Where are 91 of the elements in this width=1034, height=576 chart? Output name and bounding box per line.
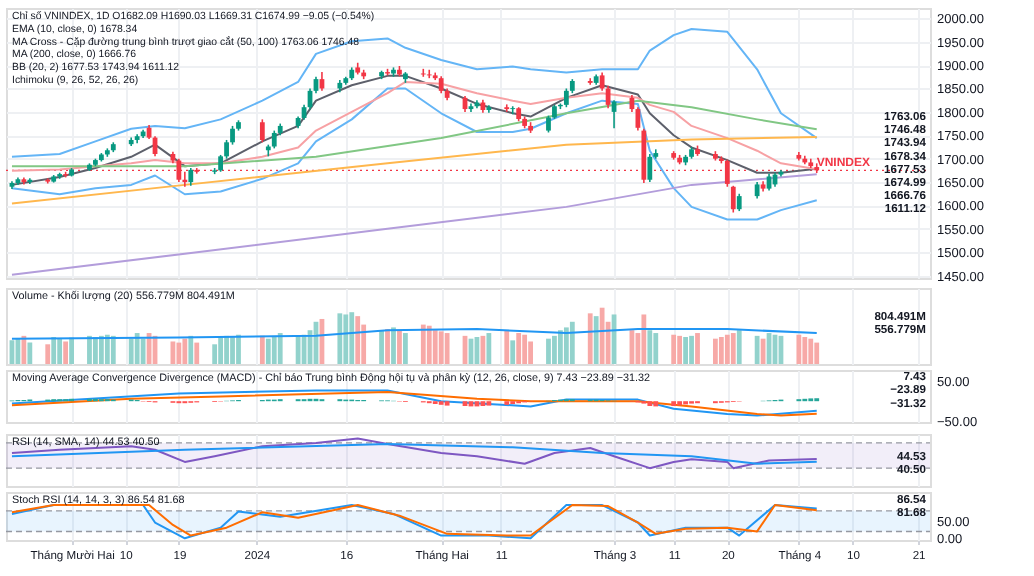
bar [295,335,301,364]
bar [677,335,683,364]
bar [528,341,533,364]
bar [563,327,569,364]
bar [724,334,730,364]
bar [641,314,647,364]
bar [754,335,760,364]
bar [736,330,742,364]
bar [176,342,182,364]
line-series [10,173,818,276]
bar [504,330,510,364]
bar [355,316,361,364]
bar [104,334,110,364]
bar [587,313,593,364]
bar [444,333,450,364]
bar [63,341,69,364]
bar [683,336,688,364]
bar [391,327,396,364]
line-series [10,28,818,158]
line-series [10,74,818,186]
bar [230,336,235,364]
bar [98,335,104,364]
bar [432,330,438,364]
bar [558,330,563,364]
bar [57,338,63,364]
candlestick [426,68,432,79]
bar [420,324,426,364]
candlestick [647,153,653,183]
bar [385,329,390,364]
candlestick [563,87,569,108]
bar [599,307,605,364]
bar [224,335,229,364]
bar [379,330,384,364]
bar [695,333,700,364]
bar [397,330,402,364]
bar [510,340,516,364]
bar [140,338,146,364]
bar [271,335,277,364]
bar [212,344,218,364]
bar [426,325,432,364]
bar [188,335,194,364]
bar [337,313,343,364]
bar [552,335,557,364]
bar [593,316,599,364]
bar [569,321,575,364]
bar [486,333,492,364]
bar [349,312,355,364]
bar [522,334,528,364]
candlestick [510,105,516,116]
bar [265,338,271,364]
bar [110,335,116,364]
bar [671,334,677,364]
bar [712,338,718,364]
bar [361,324,367,364]
line-series [10,135,818,205]
bar [51,336,57,364]
line-series [10,87,818,221]
candlestick [259,118,265,144]
candlestick [730,185,736,214]
bar [134,333,140,364]
bar [277,333,283,364]
bar [236,334,241,364]
bar [718,336,724,364]
candlestick [587,77,593,86]
bar [182,338,188,364]
bar [45,344,51,364]
bar [730,333,736,364]
bar [93,336,98,364]
bar [218,336,224,364]
bar [516,333,522,364]
bar [546,338,551,364]
bar [689,335,694,364]
candlestick [504,103,510,113]
bar [343,314,349,364]
bar [814,342,820,364]
line-series [10,99,818,168]
bar [27,342,33,364]
bar [21,335,27,364]
bar [808,338,814,364]
bar [802,336,808,364]
bar [69,337,74,364]
bar [128,338,134,364]
bar [403,333,408,364]
bar [653,333,659,364]
candlestick [468,102,474,113]
bar [438,331,444,364]
bar [796,334,802,364]
bar [259,335,265,364]
bar [194,342,200,364]
bar [87,335,92,364]
bar [647,330,653,364]
